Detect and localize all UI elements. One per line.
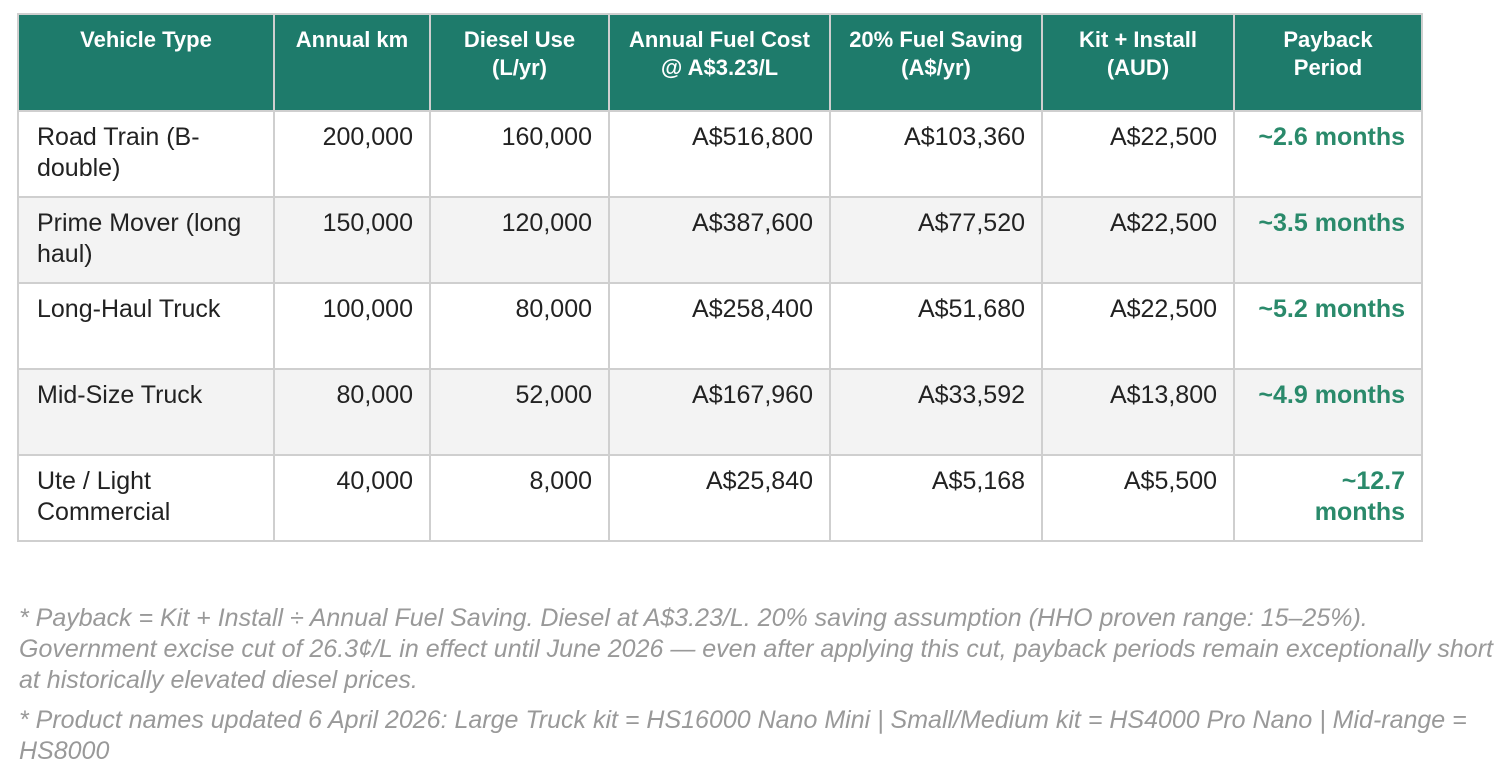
footnote: * Product names updated 6 April 2026: La… [19,706,1467,765]
table-row: Mid-Size Truck 80,000 52,000 A$167,960 A$33,… [17,368,1423,456]
value-cell: 150,000 [273,196,431,284]
value-cell: A$22,500 [1041,110,1235,198]
value-cell: A$5,168 [829,454,1043,542]
header-cell: 20% Fuel Saving (A$/yr) [829,13,1043,112]
footnote: * Payback = Kit + Install ÷ Annual Fuel … [19,604,1493,694]
value-cell: A$22,500 [1041,196,1235,284]
header-cell: Vehicle Type [17,13,275,112]
value-cell: 8,000 [429,454,610,542]
table-row: Prime Mover (long haul) 150,000 120,000 A$3… [17,196,1423,284]
value-cell: 120,000 [429,196,610,284]
payback-table: Vehicle Type Annual km Diesel Use (L/yr) An… [17,13,1423,542]
header-cell: Annual km [273,13,431,112]
table-row: Road Train (B-double) 200,000 160,000 A$516… [17,110,1423,198]
vehicle-type-cell: Ute / Light Commercial [17,454,275,542]
value-cell: A$516,800 [608,110,831,198]
table-row: Ute / Light Commercial 40,000 8,000 A$25,84… [17,454,1423,542]
payback-cell: ~2.6 months [1233,110,1423,198]
header-cell: Annual Fuel Cost @ A$3.23/L [608,13,831,112]
table-body: Road Train (B-double) 200,000 160,000 A$516… [17,110,1423,542]
payback-cell: ~5.2 months [1233,282,1423,370]
value-cell: A$51,680 [829,282,1043,370]
value-cell: 100,000 [273,282,431,370]
value-cell: A$5,500 [1041,454,1235,542]
value-cell: 80,000 [273,368,431,456]
footnotes: * Payback = Kit + Install ÷ Annual Fuel … [19,603,1499,776]
value-cell: A$387,600 [608,196,831,284]
header-cell: Diesel Use (L/yr) [429,13,610,112]
value-cell: A$22,500 [1041,282,1235,370]
table-row: Long-Haul Truck 100,000 80,000 A$258,400 A$5… [17,282,1423,370]
header-cell: Kit + Install (AUD) [1041,13,1235,112]
header-cell: Payback Period [1233,13,1423,112]
value-cell: 40,000 [273,454,431,542]
value-cell: 80,000 [429,282,610,370]
value-cell: A$13,800 [1041,368,1235,456]
value-cell: A$103,360 [829,110,1043,198]
payback-cell: ~12.7 months [1233,454,1423,542]
vehicle-type-cell: Prime Mover (long haul) [17,196,275,284]
value-cell: A$258,400 [608,282,831,370]
payback-cell: ~3.5 months [1233,196,1423,284]
value-cell: A$77,520 [829,196,1043,284]
value-cell: 200,000 [273,110,431,198]
payback-cell: ~4.9 months [1233,368,1423,456]
vehicle-type-cell: Long-Haul Truck [17,282,275,370]
vehicle-type-cell: Road Train (B-double) [17,110,275,198]
vehicle-type-cell: Mid-Size Truck [17,368,275,456]
value-cell: A$167,960 [608,368,831,456]
value-cell: 52,000 [429,368,610,456]
value-cell: A$25,840 [608,454,831,542]
value-cell: A$33,592 [829,368,1043,456]
header-row: Vehicle Type Annual km Diesel Use (L/yr) An… [17,13,1423,112]
value-cell: 160,000 [429,110,610,198]
